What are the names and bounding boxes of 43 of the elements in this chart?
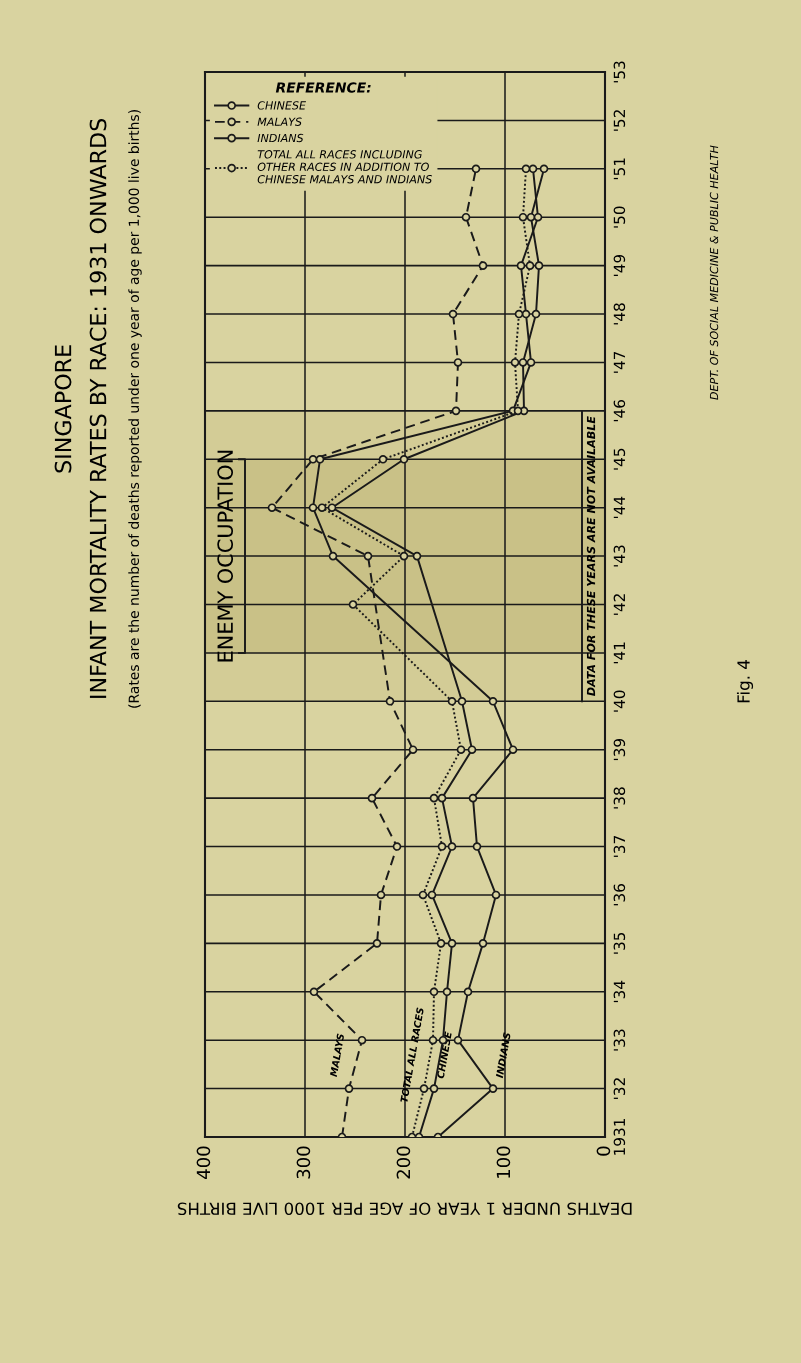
legend-label: MALAYS [257,117,302,126]
y-tick-label: '46 [613,400,626,422]
y-tick-label: '49 [613,254,626,276]
text: (Rates are the number of deaths reported under one year of age per 1,000 live births) [128,110,142,708]
legend-label: CHINESE [257,101,306,110]
y-tick-label: '38 [613,787,626,809]
y-tick-label: 1931 [613,1118,626,1155]
text: SINGAPORE INFANT MORTALITY RATES BY RACE: 1931 ONWARDS [54,118,107,698]
annotation: INDIANS [495,1032,511,1079]
y-tick-label: '39 [613,738,626,761]
y-tick-label: '41 [613,642,625,664]
x-tick-label: 400 [196,1146,211,1179]
x-tick-label: 300 [296,1146,311,1179]
y-tick-label: '53 [613,61,626,83]
text: DEPT. OF SOCIAL MEDICINE & PUBLIC HEALTH [709,145,719,400]
x-tick-label: 100 [496,1146,511,1178]
y-tick-label: '33 [613,1029,626,1051]
band-label: ENEMY OCCUPATION [217,450,234,662]
legend-title: REFERENCE: [275,82,371,93]
x-tick-label: 0 [596,1146,611,1156]
y-tick-label: '47 [613,351,625,373]
y-tick-label: '35 [613,932,626,954]
x-tick-label: 200 [396,1146,411,1179]
legend-label: TOTAL ALL RACES INCLUDING OTHER RACES IN ADDITION TO CHINESE MALAYS AND INDIANS [257,150,432,184]
y-tick-label: '51 [613,158,626,180]
y-tick-label: '42 [613,594,625,615]
caption: Fig. 4 [736,660,754,703]
y-tick-label: '34 [613,980,626,1003]
y-tick-label: '44 [613,496,625,519]
y-tick-label: '37 [613,836,626,857]
annotation: MALAYS [329,1033,345,1078]
y-tick-label: '36 [613,884,626,906]
x-axis-title: DEATHS UNDER 1 YEAR OF AGE PER 1000 LIVE BIRTHS [177,1202,632,1216]
y-tick-label: '48 [613,303,626,325]
y-tick-label: '32 [613,1078,626,1099]
y-tick-label: '52 [613,110,626,131]
y-tick-label: '40 [613,690,626,712]
band-label: DATA FOR THESE YEARS ARE NOT AVAILABLE [586,416,596,696]
y-tick-label: '45 [613,448,626,470]
y-tick-label: '50 [613,206,626,228]
legend-label: INDIANS [257,133,304,143]
annotation: TOTAL ALL RACES [400,1007,424,1103]
y-tick-label: '43 [613,545,626,567]
